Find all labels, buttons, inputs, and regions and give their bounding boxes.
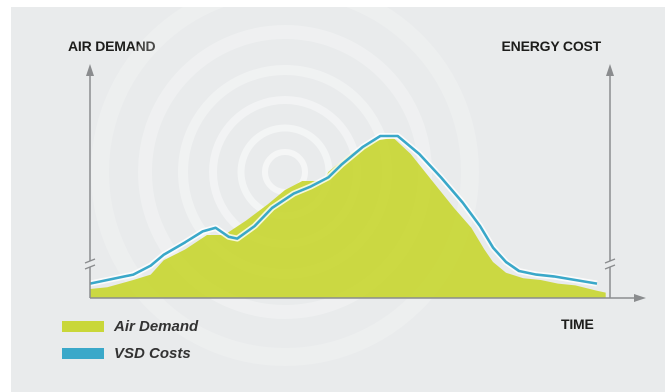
axis-break-mark [84,264,96,270]
series-area-air-demand [90,137,606,298]
legend-swatch-air-demand [62,321,104,332]
x-axis-title: TIME [561,316,594,332]
background-ring [91,0,479,366]
axis-break-gap [85,261,95,267]
y-axis-right-arrow [606,64,614,76]
axes-layer [84,64,646,302]
x-axis-arrow [634,294,646,302]
y-axis-left-title: AIR DEMAND [68,38,156,54]
series-layer [89,133,606,298]
y-axis-right-title: ENERGY COST [501,38,602,54]
legend-swatch-vsd-costs [62,348,104,359]
legend-label-air-demand: Air Demand [114,318,199,335]
axis-break-mark [604,264,616,270]
axis-break-mark [84,258,96,264]
axis-break-gap [605,261,615,267]
legend-label-vsd-costs: VSD Costs [114,345,191,362]
y-axis-left-arrow [86,64,94,76]
series-line-vsd-costs [89,134,598,285]
axis-break-mark [604,258,616,264]
